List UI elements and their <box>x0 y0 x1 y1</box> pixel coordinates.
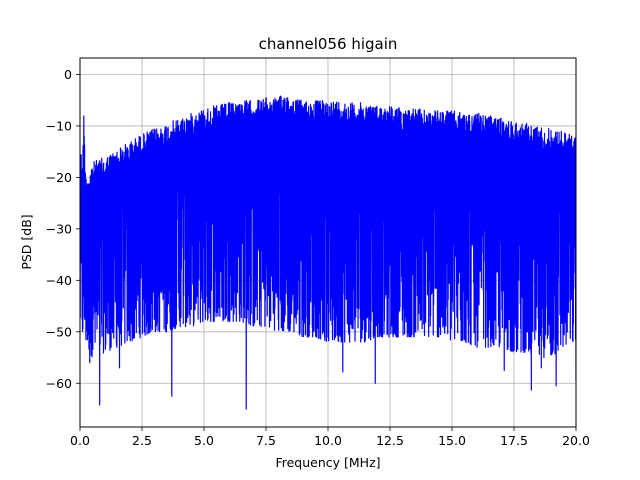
x-tick-label: 10.0 <box>314 433 342 448</box>
x-tick-label: 7.5 <box>256 433 276 448</box>
x-axis-label: Frequency [MHz] <box>275 455 380 470</box>
x-tick-label: 0.0 <box>70 433 90 448</box>
chart-title: channel056 higain <box>259 35 398 53</box>
y-tick-label: −20 <box>46 170 72 185</box>
y-tick-label: −50 <box>46 324 72 339</box>
y-axis-label: PSD [dB] <box>19 214 34 269</box>
x-tick-label: 15.0 <box>438 433 466 448</box>
y-tick-label: −30 <box>46 221 72 236</box>
y-tick-label: 0 <box>64 67 72 82</box>
x-tick-label: 2.5 <box>132 433 152 448</box>
y-tick-label: −10 <box>46 118 72 133</box>
y-tick-label: −40 <box>46 273 72 288</box>
x-tick-label: 17.5 <box>500 433 528 448</box>
x-tick-label: 12.5 <box>376 433 404 448</box>
psd-series-line <box>80 95 576 410</box>
y-tick-label: −60 <box>46 376 72 391</box>
plot-area <box>80 95 576 410</box>
x-tick-label: 20.0 <box>562 433 590 448</box>
ticks: 0.0 2.5 5.0 7.5 10.0 12.5 15.0 17.5 20.0 0 −10 −20 −… <box>46 67 590 448</box>
x-tick-label: 5.0 <box>194 433 214 448</box>
